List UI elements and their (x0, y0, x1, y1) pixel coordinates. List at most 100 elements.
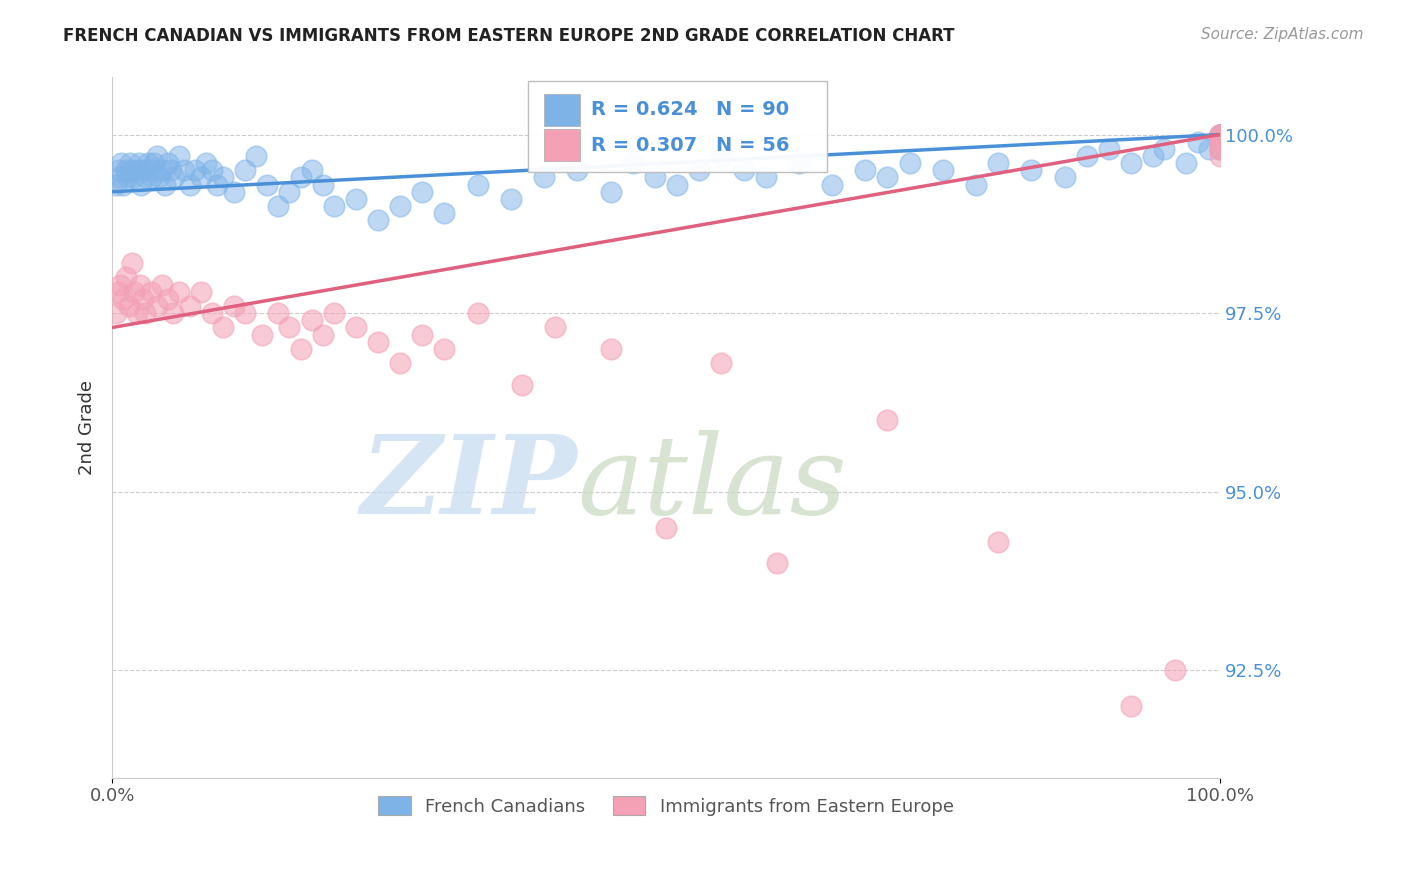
Point (184, 163, 207, 178)
Point (1209, 149, 1232, 163)
Point (107, 163, 129, 178)
Point (125, 163, 148, 178)
Point (290, 170, 312, 185)
Point (787, 156, 810, 170)
Point (256, 178, 278, 192)
Point (1209, 135, 1232, 149)
Point (433, 342, 456, 356)
Point (1209, 128, 1232, 142)
Point (143, 156, 166, 170)
Point (118, 299, 141, 313)
Point (301, 163, 323, 178)
Point (567, 163, 589, 178)
Text: FRENCH CANADIAN VS IMMIGRANTS FROM EASTERN EUROPE 2ND GRADE CORRELATION CHART: FRENCH CANADIAN VS IMMIGRANTS FROM EASTE… (63, 27, 955, 45)
Point (1164, 664, 1187, 678)
Point (167, 285, 190, 299)
Point (932, 163, 955, 178)
Point (212, 170, 235, 185)
Point (987, 534, 1010, 549)
Point (245, 149, 267, 163)
Point (1209, 128, 1232, 142)
Point (125, 306, 148, 320)
Point (132, 163, 155, 178)
Point (145, 149, 167, 163)
Point (544, 320, 567, 334)
Point (128, 156, 150, 170)
Point (367, 213, 389, 227)
Text: N = 56: N = 56 (716, 136, 789, 155)
Point (136, 156, 159, 170)
Point (107, 285, 129, 299)
Point (141, 170, 163, 185)
Point (467, 306, 489, 320)
Point (898, 156, 921, 170)
Point (1209, 135, 1232, 149)
Point (1209, 128, 1232, 142)
Point (1175, 156, 1198, 170)
Point (145, 299, 167, 313)
Point (104, 306, 127, 320)
Point (1076, 149, 1098, 163)
Point (1209, 128, 1232, 142)
Point (201, 306, 224, 320)
Point (599, 342, 621, 356)
Point (162, 306, 184, 320)
Point (114, 270, 136, 285)
Point (499, 192, 522, 206)
FancyBboxPatch shape (544, 129, 579, 161)
Point (179, 178, 201, 192)
Point (755, 170, 778, 185)
Point (129, 178, 152, 192)
Point (710, 149, 733, 163)
Point (118, 156, 141, 170)
Text: R = 0.624: R = 0.624 (591, 100, 697, 120)
Point (666, 178, 689, 192)
Point (965, 178, 987, 192)
Point (621, 156, 644, 170)
Point (710, 356, 733, 370)
Point (1209, 142, 1232, 156)
Point (1209, 142, 1232, 156)
Point (150, 277, 173, 292)
Point (1209, 135, 1232, 149)
Point (163, 170, 186, 185)
Point (389, 356, 412, 370)
Point (278, 185, 301, 199)
Point (1119, 156, 1142, 170)
Point (112, 292, 135, 306)
Point (114, 163, 136, 178)
Point (173, 163, 195, 178)
Point (167, 149, 190, 163)
Point (156, 156, 179, 170)
Point (222, 299, 245, 313)
Y-axis label: 2nd Grade: 2nd Grade (79, 380, 96, 475)
Point (876, 170, 898, 185)
Point (129, 277, 152, 292)
Point (1119, 699, 1142, 714)
Point (117, 170, 139, 185)
Point (250, 327, 273, 342)
Point (411, 327, 433, 342)
Point (821, 178, 844, 192)
Point (433, 206, 456, 220)
Point (311, 327, 333, 342)
Point (233, 306, 256, 320)
Text: ZIP: ZIP (361, 430, 578, 537)
Point (160, 163, 183, 178)
Text: Source: ZipAtlas.com: Source: ZipAtlas.com (1201, 27, 1364, 42)
Point (112, 178, 135, 192)
Point (344, 320, 367, 334)
Point (212, 320, 235, 334)
Point (599, 185, 621, 199)
Point (1209, 128, 1232, 142)
Point (201, 163, 224, 178)
Point (853, 163, 876, 178)
Legend: French Canadians, Immigrants from Eastern Europe: French Canadians, Immigrants from Easter… (370, 787, 963, 824)
Point (510, 377, 533, 392)
Point (411, 185, 433, 199)
FancyBboxPatch shape (527, 81, 827, 172)
Point (267, 199, 290, 213)
Point (156, 292, 179, 306)
Point (155, 178, 177, 192)
Point (322, 306, 344, 320)
